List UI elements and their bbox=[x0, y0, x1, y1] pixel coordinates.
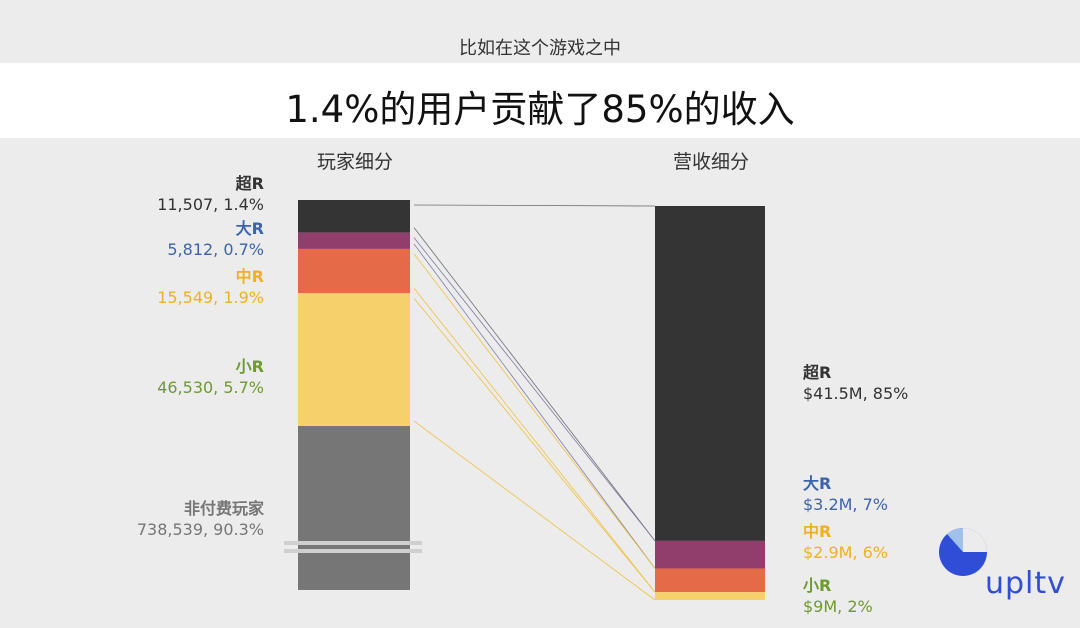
logo-text: upltv bbox=[985, 566, 1066, 601]
left-label-2-value: 15,549, 1.9% bbox=[157, 288, 264, 307]
left-label-1: 大R 5,812, 0.7% bbox=[14, 218, 264, 260]
connector-top-2 bbox=[413, 253, 656, 569]
left-bar-segment-0 bbox=[298, 200, 410, 233]
right-label-3-name: 小R bbox=[803, 576, 832, 595]
page-subtitle: 比如在这个游戏之中 bbox=[459, 38, 621, 59]
right-label-1-value: $3.2M, 7% bbox=[803, 495, 888, 514]
page-title: 1.4%的用户贡献了85%的收入 bbox=[285, 88, 795, 131]
right-label-1: 大R $3.2M, 7% bbox=[803, 473, 1003, 515]
left-label-1-name: 大R bbox=[235, 219, 264, 238]
left-label-0-name: 超R bbox=[235, 174, 264, 193]
right-label-0: 超R $41.5M, 85% bbox=[803, 362, 1003, 404]
left-label-0-value: 11,507, 1.4% bbox=[157, 195, 264, 214]
left-label-4: 非付费玩家 738,539, 90.3% bbox=[14, 498, 264, 540]
right-label-2: 中R $2.9M, 6% bbox=[803, 521, 1003, 563]
right-label-3-value: $9M, 2% bbox=[803, 597, 873, 616]
left-label-1-value: 5,812, 0.7% bbox=[167, 240, 264, 259]
left-bar-segment-2 bbox=[298, 248, 410, 294]
right-label-0-name: 超R bbox=[803, 363, 832, 382]
right-label-3: 小R $9M, 2% bbox=[803, 575, 1003, 617]
right-label-1-name: 大R bbox=[803, 474, 832, 493]
left-column-title: 玩家细分 bbox=[316, 151, 393, 173]
left-label-4-value: 738,539, 90.3% bbox=[136, 520, 264, 539]
connector-bottom-2 bbox=[413, 287, 656, 593]
left-label-2-name: 中R bbox=[235, 267, 264, 286]
connector-top-3 bbox=[413, 297, 656, 593]
left-bar-segment-4 bbox=[298, 426, 410, 590]
upltv-logo-icon bbox=[939, 527, 987, 576]
connector-bottom-0 bbox=[413, 227, 656, 542]
right-label-2-value: $2.9M, 6% bbox=[803, 543, 888, 562]
left-label-3-value: 46,530, 5.7% bbox=[157, 378, 264, 397]
right-bar-segment-0 bbox=[655, 206, 765, 541]
left-bar-segment-3 bbox=[298, 293, 410, 427]
left-label-3-name: 小R bbox=[235, 357, 264, 376]
right-label-0-value: $41.5M, 85% bbox=[803, 384, 909, 403]
left-label-0: 超R 11,507, 1.4% bbox=[14, 173, 264, 215]
connector-bottom-1 bbox=[413, 243, 656, 569]
connector-top-1 bbox=[413, 237, 656, 542]
right-label-2-name: 中R bbox=[803, 522, 832, 541]
left-label-3: 小R 46,530, 5.7% bbox=[14, 356, 264, 398]
left-label-4-name: 非付费玩家 bbox=[183, 499, 264, 518]
connector-top-0 bbox=[413, 204, 656, 207]
right-bar-segment-2 bbox=[655, 568, 765, 593]
title-band bbox=[0, 63, 1080, 138]
right-bar-segment-1 bbox=[655, 540, 765, 569]
right-bar-segment-3 bbox=[655, 592, 765, 600]
right-column-title: 营收细分 bbox=[672, 151, 749, 173]
connector-bottom-3 bbox=[413, 420, 656, 601]
left-label-2: 中R 15,549, 1.9% bbox=[14, 266, 264, 308]
left-bar-segment-1 bbox=[298, 232, 410, 249]
